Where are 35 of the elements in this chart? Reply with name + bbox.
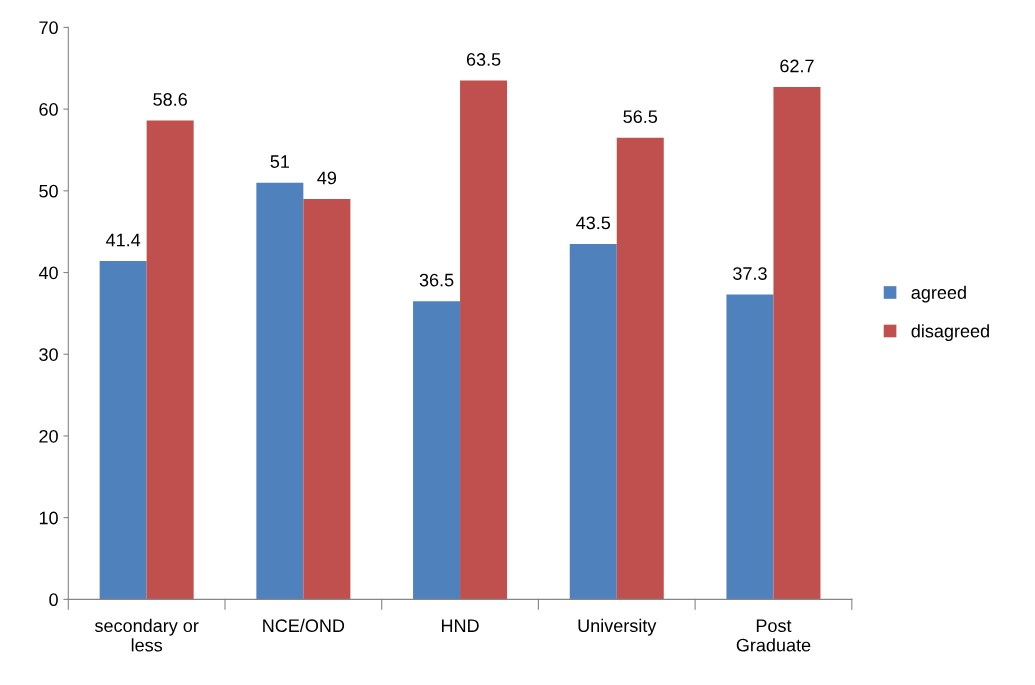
data-label: 63.5 — [466, 53, 501, 66]
x-tick-label: University — [578, 618, 657, 636]
y-tick-label: 20 — [39, 429, 58, 443]
x-tick-label: Post Graduate — [736, 619, 811, 652]
y-tick-label: 70 — [39, 21, 58, 35]
y-tick-label: 40 — [38, 266, 58, 280]
bar — [460, 80, 508, 600]
x-tick-label: NCE/OND — [263, 618, 345, 633]
y-tick-label: 50 — [39, 184, 58, 198]
bar — [256, 182, 304, 600]
bar — [726, 294, 774, 600]
y-tick-label: 30 — [39, 348, 58, 361]
data-label: 62.7 — [780, 59, 814, 73]
legend-label: agreed — [911, 285, 966, 303]
y-tick-label: 0 — [49, 593, 58, 607]
x-tick-label: HND — [441, 619, 479, 632]
bar — [413, 301, 461, 600]
x-tick-label: secondary or less — [94, 618, 199, 652]
data-label: 37.3 — [733, 267, 767, 280]
y-tick-label: 10 — [39, 511, 58, 525]
bar — [616, 137, 664, 600]
data-label: 56.5 — [623, 110, 658, 124]
bar — [303, 198, 351, 600]
data-label: 49 — [317, 171, 337, 185]
data-label: 51 — [270, 155, 290, 168]
bar — [146, 120, 194, 600]
legend-label: disagreed — [911, 324, 989, 342]
data-label: 43.5 — [576, 216, 611, 230]
bar — [773, 87, 821, 600]
data-label: 58.6 — [153, 93, 187, 106]
data-label: 36.5 — [419, 273, 454, 287]
bar — [99, 261, 147, 600]
y-tick-label: 60 — [39, 103, 58, 116]
bar — [569, 243, 617, 600]
data-label: 41.4 — [106, 233, 141, 247]
